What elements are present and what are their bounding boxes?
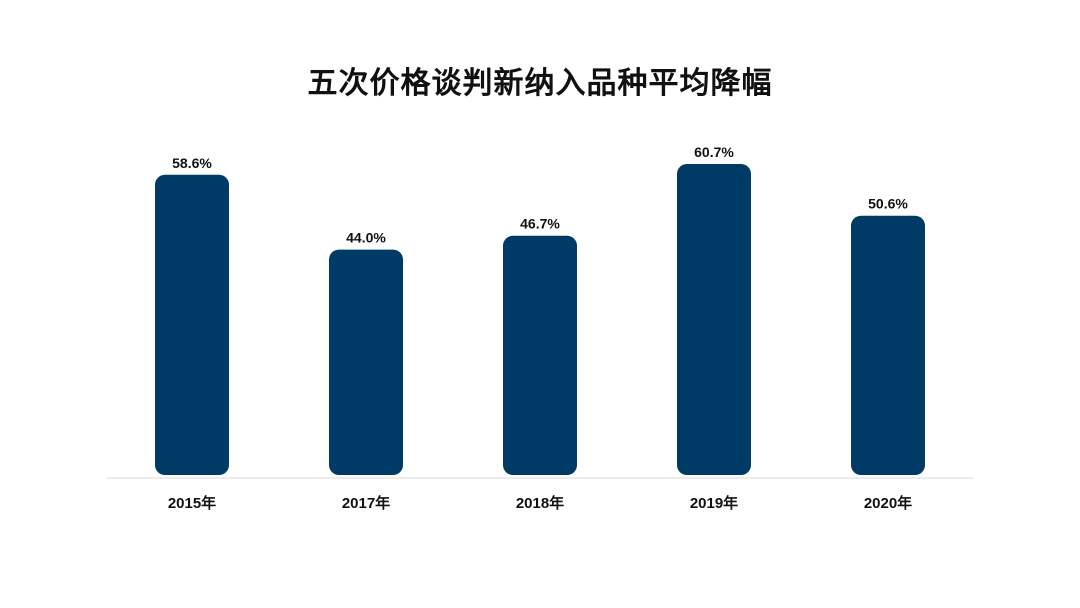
data-label-2: 46.7% [520,216,560,232]
chart-title: 五次价格谈判新纳入品种平均降幅 [307,67,773,100]
x-tick-labels-layer: 2015年 2017年 2018年 2019年 2020年 [168,494,912,512]
bar-0 [155,174,229,476]
data-label-1: 44.0% [346,230,386,246]
x-tick-label-1: 2017年 [342,494,390,512]
bars-layer [155,164,925,476]
x-tick-label-0: 2015年 [168,494,216,512]
x-tick-label-4: 2020年 [864,494,912,512]
data-label-3: 60.7% [694,144,734,160]
x-tick-label-2: 2018年 [516,494,564,512]
data-label-4: 50.6% [868,196,908,212]
bar-2 [503,235,577,475]
x-tick-label-3: 2019年 [690,494,738,512]
bar-4 [851,215,925,476]
bar-3 [677,164,751,475]
data-labels-layer: 58.6% 44.0% 46.7% 60.7% 50.6% [172,144,908,246]
bar-1 [329,249,403,475]
data-label-0: 58.6% [172,155,212,171]
